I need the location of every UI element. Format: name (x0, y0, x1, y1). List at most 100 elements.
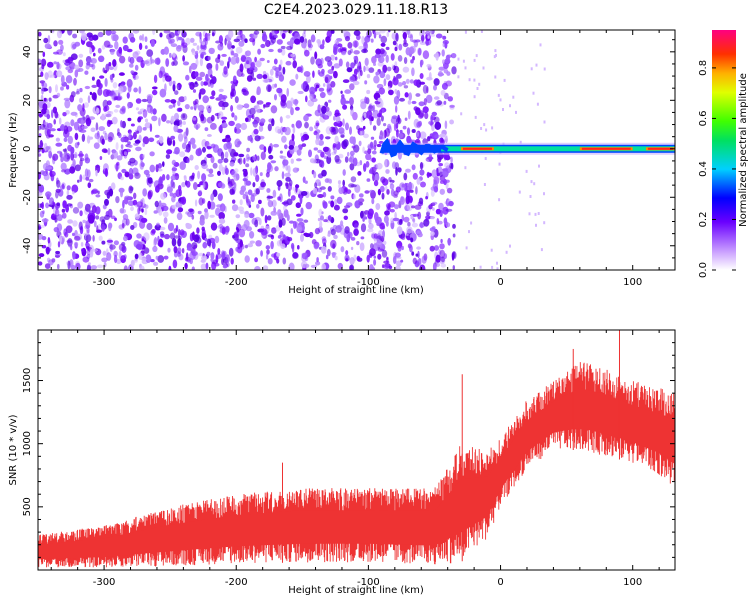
noise-speck (498, 198, 501, 202)
noise-blob (325, 136, 331, 140)
noise-blob (427, 156, 434, 160)
noise-blob (347, 42, 353, 49)
noise-blob (436, 100, 443, 106)
noise-blob (97, 31, 104, 38)
noise-blob (178, 83, 182, 88)
noise-blob (231, 204, 239, 212)
noise-blob (262, 74, 268, 80)
noise-speck (468, 78, 471, 82)
noise-blob (244, 255, 250, 263)
noise-blob (286, 214, 290, 222)
noise-blob (146, 94, 153, 100)
noise-blob (240, 122, 248, 131)
noise-blob (159, 136, 164, 144)
noise-blob (71, 184, 79, 193)
noise-blob (84, 70, 89, 75)
noise-blob (233, 173, 240, 181)
noise-blob (326, 81, 331, 90)
noise-speck (528, 212, 531, 216)
noise-blob (342, 104, 348, 110)
noise-blob (364, 80, 368, 85)
noise-blob (196, 45, 200, 51)
noise-blob (230, 91, 235, 97)
noise-blob (199, 32, 202, 40)
colorbar-tick-label: 0.0 (698, 262, 709, 278)
noise-blob (281, 135, 287, 143)
noise-blob (260, 151, 266, 160)
noise-blob (132, 199, 138, 206)
noise-blob (419, 169, 425, 176)
noise-blob (364, 150, 368, 155)
noise-blob (64, 99, 71, 109)
noise-blob (171, 167, 178, 172)
noise-blob (69, 166, 76, 174)
noise-blob (397, 133, 404, 139)
noise-blob (41, 201, 44, 210)
noise-blob (337, 180, 342, 185)
noise-speck (491, 265, 494, 269)
noise-blob (359, 242, 365, 251)
noise-blob (81, 248, 84, 253)
noise-blob (390, 188, 395, 197)
noise-blob (179, 119, 183, 128)
snr-x-axis-label: Height of straight line (km) (288, 585, 424, 596)
noise-blob (434, 121, 442, 130)
noise-blob (86, 264, 92, 270)
noise-blob (254, 219, 259, 228)
noise-blob (90, 58, 97, 64)
noise-blob (416, 121, 421, 128)
noise-speck (505, 250, 508, 254)
noise-blob (194, 71, 198, 78)
noise-blob (416, 246, 421, 250)
noise-blob (60, 162, 67, 171)
noise-blob (289, 79, 296, 86)
noise-blob (434, 262, 441, 267)
noise-speck (503, 78, 506, 82)
noise-blob (206, 134, 212, 137)
snr-frame (37, 329, 676, 571)
noise-blob (175, 189, 181, 198)
noise-speck (496, 261, 498, 265)
noise-blob (141, 33, 145, 42)
noise-blob (315, 261, 321, 266)
noise-blob (162, 161, 165, 168)
noise-blob (218, 125, 223, 132)
noise-blob (218, 88, 224, 93)
noise-blob (412, 172, 418, 180)
noise-blob (255, 174, 260, 182)
noise-blob (334, 155, 340, 163)
noise-speck (464, 166, 467, 170)
noise-blob (374, 173, 380, 182)
noise-blob (394, 204, 399, 210)
noise-blob (324, 178, 330, 183)
noise-blob (120, 189, 123, 198)
noise-blob (46, 113, 51, 120)
noise-blob (143, 169, 150, 175)
noise-blob (85, 176, 90, 181)
noise-blob (87, 182, 92, 189)
noise-blob (179, 161, 186, 171)
noise-blob (292, 187, 296, 191)
noise-blob (405, 78, 410, 84)
noise-speck (482, 66, 485, 70)
noise-blob (73, 121, 80, 131)
noise-blob (160, 192, 167, 200)
noise-blob (210, 83, 214, 88)
noise-blob (373, 180, 379, 187)
noise-blob (431, 201, 438, 205)
noise-blob (158, 238, 164, 248)
noise-blob (235, 46, 243, 54)
noise-blob (51, 30, 55, 34)
noise-blob (52, 153, 59, 161)
noise-blob (93, 93, 97, 102)
noise-blob (185, 252, 189, 261)
noise-blob (129, 36, 136, 43)
noise-blob (450, 53, 457, 59)
noise-blob (259, 172, 263, 177)
noise-blob (343, 215, 348, 220)
noise-blob (79, 174, 83, 183)
noise-blob (130, 259, 135, 267)
noise-speck (509, 104, 511, 108)
noise-blob (179, 151, 186, 158)
noise-blob (442, 35, 447, 40)
